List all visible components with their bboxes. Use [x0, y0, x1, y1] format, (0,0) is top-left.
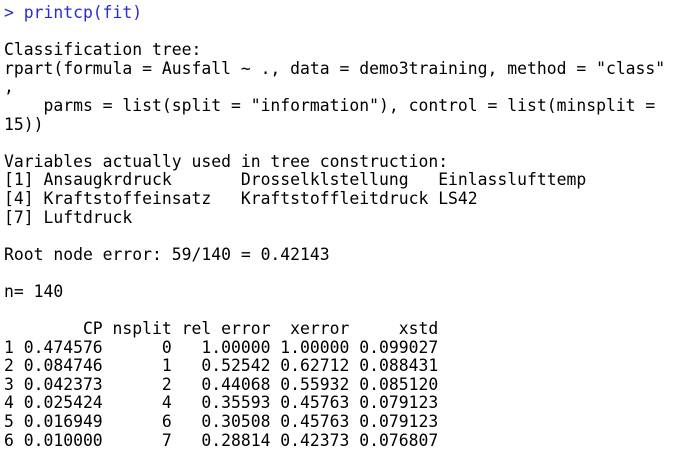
variables-heading: Variables actually used in tree construc…: [4, 151, 449, 171]
cp-table-header: CP nsplit rel error xerror xstd: [4, 319, 439, 339]
cp-table-row: 1 0.474576 0 1.00000 1.00000 0.099027: [4, 337, 439, 357]
blank-line: [4, 302, 673, 321]
cp-table-row: 2 0.084746 1 0.52542 0.62712 0.088431: [4, 356, 439, 376]
blank-line: [4, 227, 673, 246]
rpart-call-line: rpart(formula = Ausfall ~ ., data = demo…: [4, 58, 666, 78]
rpart-call-line: 15)): [4, 114, 44, 134]
cp-table-row: 4 0.025424 4 0.35593 0.45763 0.079123: [4, 393, 439, 413]
rpart-call-line: ,: [4, 77, 14, 97]
sample-size-line: n= 140: [4, 281, 64, 301]
cp-table-row: 6 0.010000 7 0.28814 0.42373 0.076807: [4, 430, 439, 450]
blank-line: [4, 264, 673, 283]
blank-line: [4, 23, 673, 42]
console-input-line: > printcp(fit): [4, 3, 143, 22]
classification-tree-heading: Classification tree:: [4, 40, 202, 60]
blank-line: [4, 134, 673, 153]
cp-table-row: 3 0.042373 2 0.44068 0.55932 0.085120: [4, 374, 439, 394]
cp-table-row: 5 0.016949 6 0.30508 0.45763 0.079123: [4, 412, 439, 432]
rpart-call-line: parms = list(split = "information"), con…: [4, 95, 656, 115]
variables-row: [7] Luftdruck: [4, 207, 133, 227]
variables-row: [1] Ansaugkrdruck Drosselklstellung Einl…: [4, 170, 587, 190]
variables-row: [4] Kraftstoffeinsatz Kraftstoffleitdruc…: [4, 188, 478, 208]
root-node-error-line: Root node error: 59/140 = 0.42143: [4, 244, 330, 264]
